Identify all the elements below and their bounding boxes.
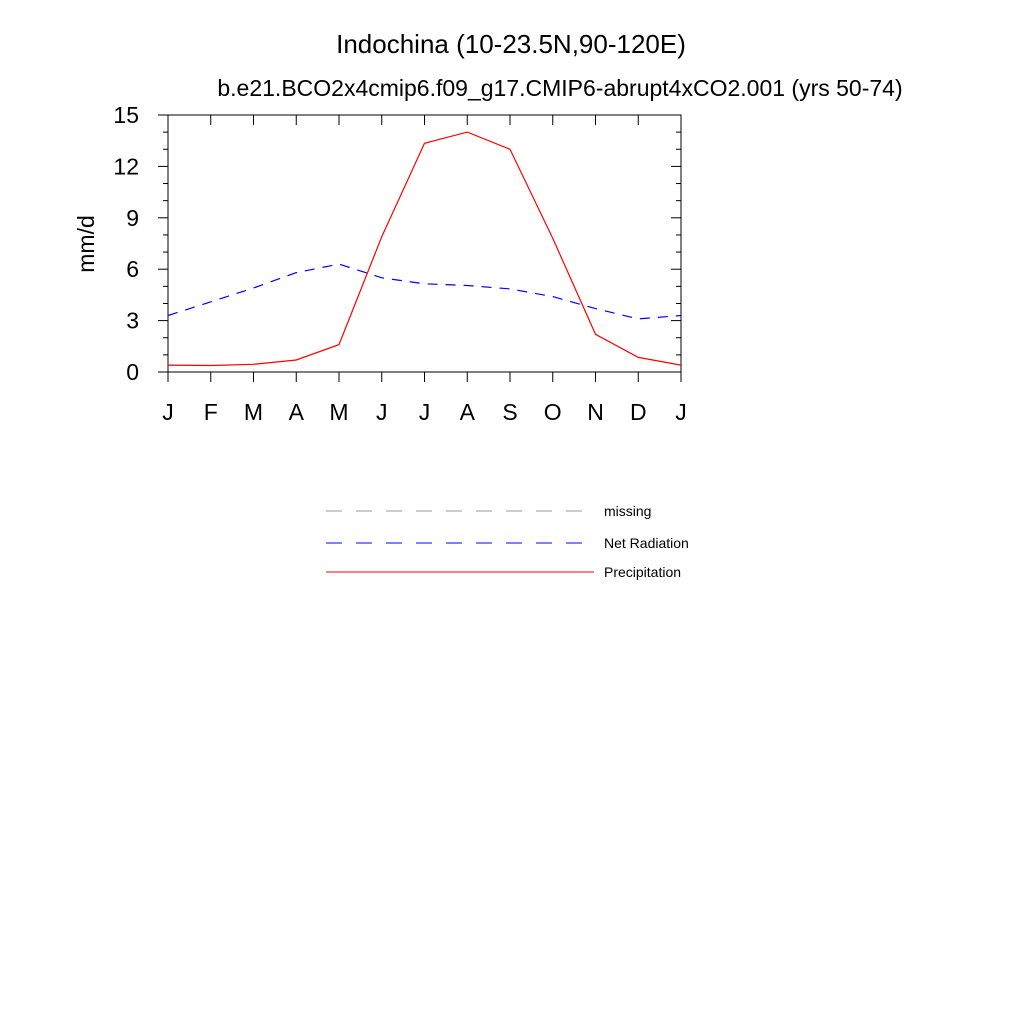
legend-label: Precipitation — [604, 564, 681, 580]
y-tick-label: 0 — [126, 359, 139, 385]
x-tick-label: J — [675, 399, 687, 425]
plot-frame — [167, 114, 682, 373]
x-tick-label: O — [544, 399, 562, 425]
legend-label: missing — [604, 503, 651, 519]
x-tick-label: S — [502, 399, 517, 425]
x-tick-label: F — [204, 399, 218, 425]
series-lines — [167, 131, 682, 367]
x-tick-label: J — [419, 399, 431, 425]
y-tick-label: 3 — [126, 308, 139, 334]
x-tick-label: A — [289, 399, 305, 425]
x-tick-label: J — [162, 399, 174, 425]
x-tick-label: M — [329, 399, 348, 425]
x-tick-label: A — [460, 399, 476, 425]
x-tick-label: J — [376, 399, 388, 425]
axis-ticks — [158, 114, 682, 382]
y-tick-label: 9 — [126, 205, 139, 231]
chart-title: Indochina (10-23.5N,90-120E) — [336, 29, 686, 59]
y-tick-label: 15 — [113, 102, 139, 128]
legend-label: Net Radiation — [604, 535, 689, 551]
x-tick-label: M — [244, 399, 263, 425]
x-tick-label: N — [587, 399, 604, 425]
legend: missing Net Radiation Precipitation — [326, 503, 689, 580]
y-tick-label: 12 — [113, 153, 139, 179]
chart-subtitle: b.e21.BCO2x4cmip6.f09_g17.CMIP6-abrupt4x… — [217, 75, 902, 101]
y-axis-label: mm/d — [73, 215, 99, 273]
series-line-net-radiation — [167, 263, 682, 320]
y-tick-label: 6 — [126, 256, 139, 282]
x-tick-label: D — [630, 399, 647, 425]
series-line-precipitation — [167, 131, 682, 367]
